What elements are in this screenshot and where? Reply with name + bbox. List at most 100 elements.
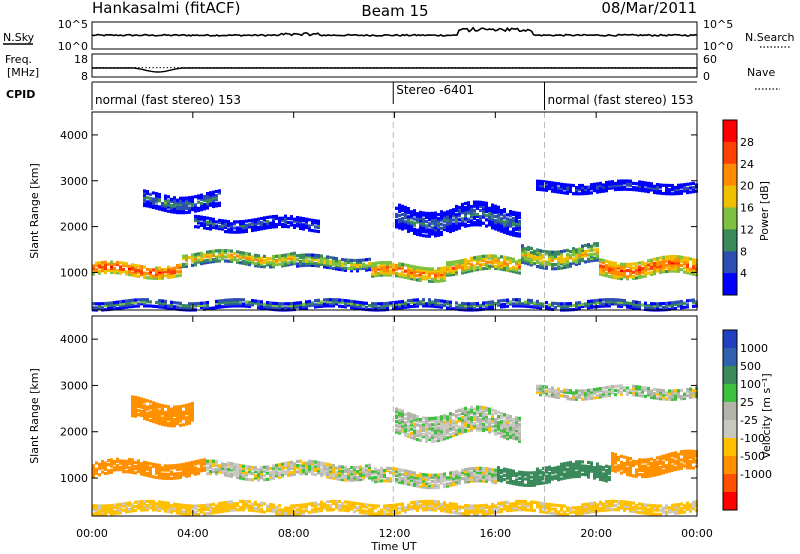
- heatmap-cell: [437, 299, 440, 302]
- heatmap-cell: [440, 503, 443, 506]
- heatmap-cell: [146, 504, 149, 507]
- heatmap-cell: [374, 468, 377, 471]
- heatmap-cell: [509, 300, 512, 303]
- rti-figure: Hankasalmi (fitACF) Beam 15 08/Mar/2011 …: [0, 0, 800, 554]
- heatmap-cell: [287, 302, 290, 305]
- heatmap-cell: [95, 461, 98, 464]
- heatmap-cell: [440, 210, 443, 213]
- heatmap-cell: [395, 219, 398, 222]
- heatmap-cell: [686, 303, 689, 306]
- heatmap-cell: [332, 500, 335, 503]
- heatmap-cell: [305, 462, 308, 465]
- heatmap-cell: [179, 263, 182, 266]
- heatmap-cell: [410, 483, 413, 486]
- heatmap-cell: [137, 459, 140, 462]
- heatmap-cell: [545, 181, 548, 184]
- heatmap-cell: [116, 261, 119, 264]
- heatmap-cell: [329, 298, 332, 301]
- heatmap-cell: [623, 179, 626, 182]
- heatmap-cell: [503, 214, 506, 217]
- heatmap-cell: [350, 470, 353, 473]
- heatmap-cell: [617, 264, 620, 267]
- heatmap-cell: [413, 414, 416, 417]
- nave-dot: [170, 67, 171, 68]
- heatmap-cell: [680, 190, 683, 193]
- heatmap-cell: [311, 508, 314, 511]
- heatmap-cell: [683, 183, 686, 186]
- heatmap-cell: [440, 223, 443, 226]
- heatmap-cell: [440, 231, 443, 234]
- heatmap-cell: [509, 231, 512, 234]
- heatmap-cell: [368, 504, 371, 507]
- heatmap-cell: [503, 474, 506, 477]
- heatmap-cell: [530, 251, 533, 254]
- heatmap-cell: [446, 261, 449, 264]
- heatmap-cell: [632, 186, 635, 189]
- colorbar-tick: 8: [740, 245, 747, 258]
- heatmap-cell: [164, 473, 167, 476]
- nsky-trace: [92, 28, 697, 36]
- heatmap-cell: [569, 184, 572, 187]
- heatmap-cell: [413, 217, 416, 220]
- heatmap-cell: [242, 220, 245, 223]
- heatmap-cell: [149, 466, 152, 469]
- nave-dot: [487, 67, 488, 68]
- heatmap-cell: [398, 507, 401, 510]
- heatmap-cell: [461, 512, 464, 515]
- heatmap-cell: [251, 255, 254, 258]
- heatmap-cell: [455, 205, 458, 208]
- heatmap-cell: [428, 298, 431, 301]
- heatmap-cell: [296, 216, 299, 219]
- nave-dot: [202, 67, 203, 68]
- heatmap-cell: [107, 469, 110, 472]
- heatmap-cell: [143, 398, 146, 401]
- heatmap-cell: [638, 261, 641, 264]
- heatmap-cell: [194, 466, 197, 469]
- heatmap-cell: [197, 259, 200, 262]
- heatmap-cell: [680, 256, 683, 259]
- heatmap-cell: [539, 180, 542, 183]
- heatmap-cell: [578, 184, 581, 187]
- heatmap-cell: [170, 477, 173, 480]
- heatmap-cell: [641, 275, 644, 278]
- heatmap-cell: [146, 405, 149, 408]
- heatmap-cell: [602, 265, 605, 268]
- heatmap-cell: [554, 263, 557, 266]
- heatmap-cell: [179, 302, 182, 305]
- heatmap-cell: [500, 475, 503, 478]
- heatmap-cell: [650, 302, 653, 305]
- heatmap-cell: [515, 267, 518, 270]
- nave-dot: [338, 67, 339, 68]
- heatmap-cell: [362, 263, 365, 266]
- heatmap-cell: [212, 218, 215, 221]
- nave-dot: [92, 67, 93, 68]
- heatmap-cell: [419, 424, 422, 427]
- heatmap-cell: [209, 191, 212, 194]
- heatmap-cell: [536, 265, 539, 268]
- heatmap-cell: [332, 257, 335, 260]
- heatmap-cell: [503, 419, 506, 422]
- heatmap-cell: [215, 224, 218, 227]
- heatmap-cell: [137, 298, 140, 301]
- heatmap-cell: [461, 203, 464, 206]
- heatmap-cell: [377, 511, 380, 514]
- heatmap-cell: [470, 406, 473, 409]
- heatmap-cell: [530, 299, 533, 302]
- nave-dot: [572, 67, 573, 68]
- heatmap-cell: [419, 211, 422, 214]
- heatmap-cell: [464, 206, 467, 209]
- heatmap-cell: [485, 202, 488, 205]
- heatmap-cell: [560, 267, 563, 270]
- heatmap-cell: [128, 466, 131, 469]
- heatmap-cell: [134, 465, 137, 468]
- heatmap-cell: [581, 245, 584, 248]
- heatmap-cell: [212, 306, 215, 309]
- heatmap-cell: [413, 222, 416, 225]
- heatmap-cell: [626, 179, 629, 182]
- heatmap-cell: [467, 429, 470, 432]
- nave-dot: [615, 67, 616, 68]
- heatmap-cell: [302, 462, 305, 465]
- heatmap-cell: [161, 404, 164, 407]
- heatmap-cell: [176, 472, 179, 475]
- heatmap-cell: [635, 182, 638, 185]
